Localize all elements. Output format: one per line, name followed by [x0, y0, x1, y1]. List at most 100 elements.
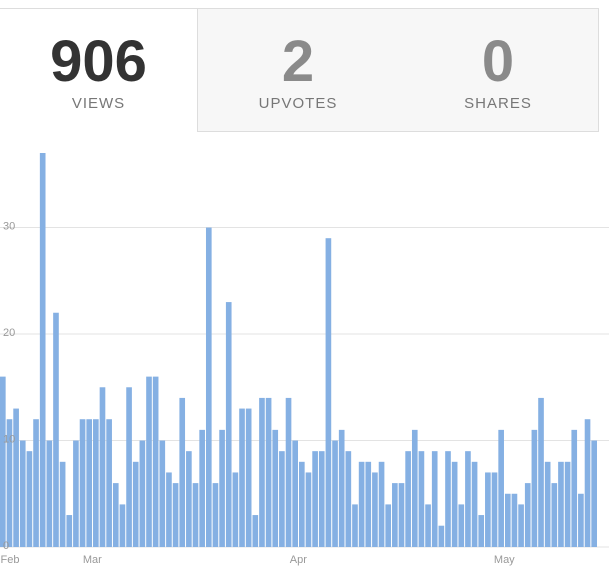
bar: [504, 493, 511, 547]
bar: [219, 429, 225, 547]
bar: [205, 227, 212, 548]
bar: [345, 451, 352, 547]
bar: [405, 451, 411, 547]
bar: [411, 429, 418, 547]
bar: [265, 397, 272, 547]
y-tick-label: 30: [3, 220, 15, 232]
bar: [272, 429, 279, 547]
bar: [59, 461, 66, 547]
bar: [172, 483, 179, 547]
bar: [524, 483, 531, 547]
bar: [385, 504, 392, 547]
bar: [564, 461, 571, 547]
bar: [252, 515, 259, 547]
stat-label: VIEWS: [71, 95, 126, 112]
bar: [511, 493, 518, 547]
bar: [518, 504, 524, 547]
bar: [398, 483, 405, 547]
bar: [239, 408, 245, 547]
bar: [378, 461, 385, 547]
bar: [0, 376, 6, 547]
bar: [66, 515, 73, 547]
bar: [279, 451, 285, 547]
bar: [365, 461, 372, 547]
stat-tiles: 906 VIEWS 2 UPVOTES 0 SHARES: [0, 8, 599, 133]
bar: [358, 461, 365, 547]
bar: [106, 419, 112, 547]
bar: [26, 451, 33, 547]
stat-value: 906: [50, 29, 147, 94]
bar: [531, 429, 538, 547]
bar: [186, 451, 192, 547]
bar: [39, 153, 46, 547]
bar: [571, 429, 578, 547]
bar: [139, 440, 146, 547]
bar: [465, 451, 471, 547]
bar: [584, 419, 591, 547]
stat-tile[interactable]: 0 SHARES: [398, 9, 599, 132]
stat-label: SHARES: [464, 95, 532, 112]
stat-tile[interactable]: 906 VIEWS: [0, 9, 197, 132]
bar: [318, 451, 325, 547]
bar: [199, 429, 205, 547]
y-tick-label: 20: [3, 327, 15, 339]
bar: [19, 440, 26, 547]
bar: [112, 483, 119, 547]
bar: [299, 461, 305, 547]
bar: [119, 504, 126, 547]
bar: [352, 504, 358, 547]
bar: [152, 376, 159, 547]
bar: [438, 525, 445, 547]
bar: [73, 440, 79, 547]
bar: [451, 461, 458, 547]
bar: [159, 440, 166, 547]
bar: [418, 451, 425, 547]
bar: [445, 451, 451, 547]
bar: [166, 472, 172, 547]
bar: [478, 515, 485, 547]
bar: [372, 472, 378, 547]
bar: [485, 472, 491, 547]
bar: [79, 419, 86, 547]
bar: [312, 451, 318, 547]
y-tick-label: 0: [3, 540, 9, 552]
bar: [425, 504, 431, 547]
bar: [558, 461, 564, 547]
bar: [93, 419, 99, 547]
stat-value: 0: [481, 29, 515, 94]
bar: [212, 483, 219, 547]
bar: [13, 408, 19, 547]
bar: [99, 387, 106, 547]
bar: [132, 461, 139, 547]
bar: [33, 419, 39, 547]
bar: [591, 440, 597, 547]
bar: [305, 472, 312, 547]
bar: [551, 483, 558, 547]
bar: [86, 419, 93, 547]
bar: [325, 238, 332, 547]
bar: [392, 483, 398, 547]
y-tick-label: 10: [3, 433, 15, 445]
bar: [179, 397, 186, 547]
stat-label: UPVOTES: [258, 95, 338, 112]
bar: [491, 472, 498, 547]
bar: [126, 387, 132, 547]
bar: [498, 429, 504, 547]
bar: [225, 302, 232, 547]
bar: [6, 419, 13, 547]
bar: [192, 483, 199, 547]
bar: [245, 408, 252, 547]
bar: [292, 440, 298, 547]
bar: [471, 461, 478, 547]
bar: [544, 461, 551, 547]
bar: [538, 397, 544, 547]
bar: [53, 312, 59, 547]
bar: [338, 429, 345, 547]
stat-value: 2: [281, 29, 315, 94]
bar: [232, 472, 239, 547]
x-tick-label: Feb: [1, 554, 20, 566]
x-tick-label: Apr: [290, 554, 307, 566]
bar: [146, 376, 152, 547]
